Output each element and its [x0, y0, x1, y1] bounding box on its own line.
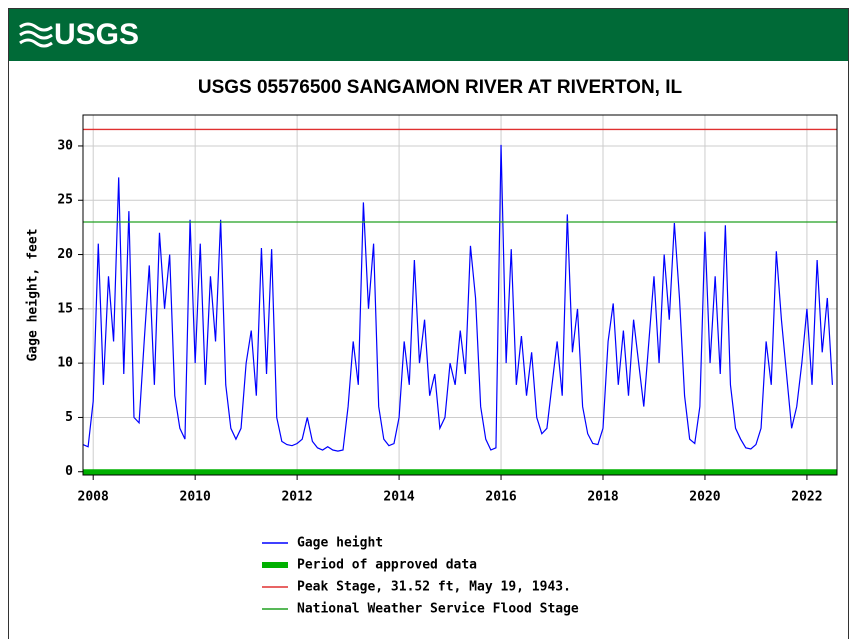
plot-area [83, 115, 837, 475]
data-line [83, 144, 834, 452]
logo-icon [19, 22, 53, 48]
header-bar [9, 9, 848, 61]
y-tick-label: 20 [57, 247, 73, 262]
x-tick-label: 2016 [485, 490, 516, 505]
legend-label: Period of approved data [297, 558, 477, 573]
y-tick-label: 30 [57, 138, 73, 153]
y-tick-label: 10 [57, 356, 73, 371]
x-tick-label: 2012 [281, 490, 312, 505]
y-tick-label: 15 [57, 301, 73, 316]
x-tick-label: 2022 [791, 490, 822, 505]
logo: USGS [54, 18, 139, 51]
x-tick-label: 2014 [383, 490, 414, 505]
legend-label: Peak Stage, 31.52 ft, May 19, 1943. [297, 580, 571, 595]
x-tick-label: 2018 [587, 490, 618, 505]
plot-border [82, 114, 838, 476]
legend-label: National Weather Service Flood Stage [297, 602, 579, 617]
plot-layer [83, 128, 837, 475]
chart-title: USGS 05576500 SANGAMON RIVER AT RIVERTON… [198, 77, 683, 98]
y-tick-label: 5 [65, 410, 73, 425]
y-axis-label: Gage height, feet [26, 228, 41, 361]
x-tick-label: 2010 [180, 490, 211, 505]
frame [8, 8, 849, 644]
legend-label: Gage height [297, 536, 383, 551]
y-tick-label: 0 [65, 464, 73, 479]
x-tick-label: 2020 [689, 490, 720, 505]
x-tick-label: 2008 [78, 490, 109, 505]
y-tick-label: 25 [57, 193, 73, 208]
